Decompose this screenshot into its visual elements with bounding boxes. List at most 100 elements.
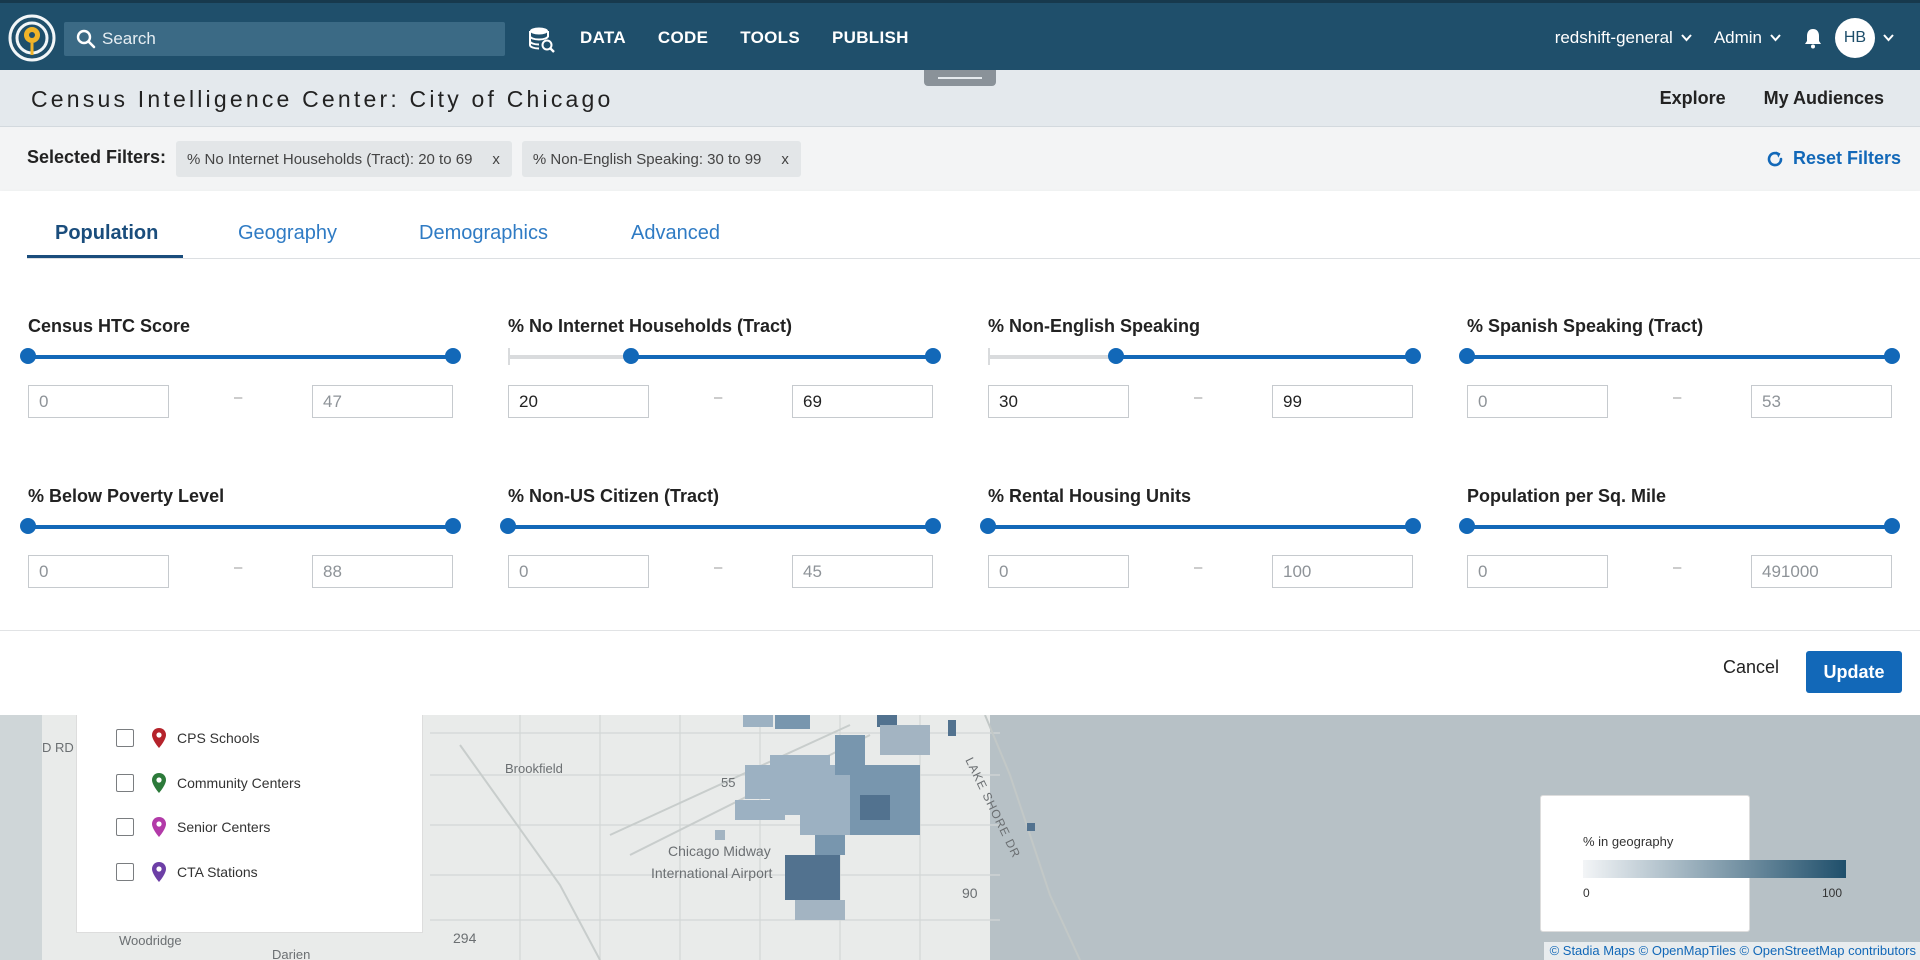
my-audiences-link[interactable]: My Audiences	[1763, 88, 1884, 108]
app-logo-icon[interactable]	[7, 13, 57, 63]
explore-link[interactable]: Explore	[1659, 88, 1726, 108]
range-slider-max-handle[interactable]	[1884, 518, 1900, 534]
range-slider-fill	[508, 525, 933, 529]
range-slider-max-handle[interactable]	[925, 348, 941, 364]
filter-chip-text: % Non-English Speaking: 30 to 99	[532, 150, 762, 168]
database-search-icon[interactable]	[528, 26, 556, 54]
search-input[interactable]: Search	[102, 29, 156, 48]
range-slider-min-handle[interactable]	[20, 348, 36, 364]
range-min-input[interactable]	[1467, 555, 1608, 588]
map-attribution[interactable]: © Stadia Maps © OpenMapTiles © OpenStree…	[1543, 942, 1920, 960]
range-max-input[interactable]	[792, 385, 933, 418]
range-slider-max-handle[interactable]	[1884, 348, 1900, 364]
range-slider-track[interactable]	[980, 518, 1421, 534]
tab-population[interactable]: Population	[55, 222, 159, 244]
range-slider-track[interactable]	[988, 348, 1421, 365]
remove-filter-button[interactable]: x	[492, 150, 500, 168]
range-slider-min-handle[interactable]	[1459, 348, 1475, 364]
collapse-handle[interactable]	[924, 70, 996, 86]
range-separator: –	[714, 389, 723, 406]
layer-checkbox[interactable]	[116, 863, 134, 881]
update-button[interactable]: Update	[1806, 651, 1902, 693]
nav-publish-link[interactable]: PUBLISH	[831, 28, 909, 47]
range-slider-fill	[1467, 355, 1892, 359]
tab-demographics[interactable]: Demographics	[419, 222, 548, 244]
layer-checkbox[interactable]	[116, 818, 134, 836]
range-max-input[interactable]	[1272, 555, 1413, 588]
layer-checkbox[interactable]	[116, 729, 134, 747]
range-slider-track[interactable]	[1459, 518, 1900, 534]
avatar[interactable]: HB	[1835, 18, 1875, 58]
range-slider-fill	[631, 355, 933, 359]
range-slider-fill	[988, 525, 1413, 529]
tab-bar: Population Geography Demographics Advanc…	[27, 191, 1920, 259]
map-label: Darien	[272, 947, 311, 960]
layer-item-cta-stations[interactable]: CTA Stations	[116, 861, 258, 883]
slider-label: % Non-English Speaking	[988, 316, 1201, 336]
bell-icon[interactable]	[1803, 27, 1823, 49]
range-slider-track[interactable]	[500, 518, 941, 534]
range-slider-min-handle[interactable]	[980, 518, 996, 534]
layer-label: CTA Stations	[177, 864, 258, 880]
range-max-input[interactable]	[312, 385, 453, 418]
slider-population-per-sq-mile: Population per Sq. Mile –	[1459, 486, 1900, 588]
range-slider-max-handle[interactable]	[445, 518, 461, 534]
range-inputs: –	[988, 555, 1415, 589]
map-legend: % in geography 0 100	[1540, 795, 1846, 932]
range-min-input[interactable]	[988, 385, 1129, 418]
range-slider-min-handle[interactable]	[1459, 518, 1475, 534]
range-slider-max-handle[interactable]	[1405, 518, 1421, 534]
map-label: D RD	[42, 740, 74, 755]
reset-filters-button[interactable]: Reset Filters	[1765, 148, 1901, 169]
range-max-input[interactable]	[792, 555, 933, 588]
range-slider-start-tick	[508, 348, 510, 365]
workspace-dropdown[interactable]: redshift-general	[1555, 28, 1692, 48]
range-min-input[interactable]	[988, 555, 1129, 588]
range-max-input[interactable]	[1272, 385, 1413, 418]
range-min-input[interactable]	[28, 555, 169, 588]
range-separator: –	[1194, 389, 1203, 406]
range-slider-max-handle[interactable]	[925, 518, 941, 534]
tab-geography[interactable]: Geography	[238, 222, 337, 244]
range-slider-min-handle[interactable]	[1107, 348, 1124, 364]
range-separator: –	[234, 559, 243, 576]
range-min-input[interactable]	[508, 555, 649, 588]
search-bar[interactable]: Search	[64, 22, 505, 56]
layer-item-senior-centers[interactable]: Senior Centers	[116, 816, 270, 838]
map-view[interactable]: D RD Brookfield 55 Chicago Midway Intern…	[0, 715, 1920, 960]
layer-item-community-centers[interactable]: Community Centers	[116, 772, 301, 794]
range-min-input[interactable]	[1467, 385, 1608, 418]
search-icon	[76, 29, 96, 49]
chevron-down-icon[interactable]	[1883, 34, 1894, 42]
map-pin-icon	[152, 728, 166, 748]
range-max-input[interactable]	[1751, 385, 1892, 418]
range-slider-min-handle[interactable]	[500, 518, 516, 534]
range-slider-track[interactable]	[20, 518, 461, 534]
remove-filter-button[interactable]: x	[781, 150, 789, 168]
layer-item-cps-schools[interactable]: CPS Schools	[116, 727, 259, 749]
range-slider-track[interactable]	[508, 348, 941, 365]
range-slider-min-handle[interactable]	[623, 348, 640, 364]
range-slider-max-handle[interactable]	[1405, 348, 1421, 364]
range-inputs: –	[508, 385, 935, 419]
layer-checkbox[interactable]	[116, 774, 134, 792]
range-slider-min-handle[interactable]	[20, 518, 36, 534]
range-min-input[interactable]	[28, 385, 169, 418]
map-label: International Airport	[651, 865, 773, 881]
range-slider-track[interactable]	[1459, 348, 1900, 364]
range-slider-track[interactable]	[20, 348, 461, 364]
tab-advanced[interactable]: Advanced	[631, 222, 720, 244]
nav-tools-link[interactable]: TOOLS	[740, 28, 800, 47]
admin-dropdown[interactable]: Admin	[1714, 28, 1781, 48]
nav-code-link[interactable]: CODE	[657, 28, 709, 47]
map-layers-panel: CPS Schools Community Centers Senior Cen…	[76, 715, 423, 933]
range-inputs: –	[1467, 385, 1894, 419]
cancel-button[interactable]: Cancel	[1723, 657, 1780, 677]
range-min-input[interactable]	[508, 385, 649, 418]
nav-data-link[interactable]: DATA	[580, 28, 626, 47]
range-max-input[interactable]	[1751, 555, 1892, 588]
range-slider-fill	[1115, 355, 1413, 359]
range-slider-max-handle[interactable]	[445, 348, 461, 364]
range-max-input[interactable]	[312, 555, 453, 588]
range-slider-start-tick	[988, 348, 990, 365]
